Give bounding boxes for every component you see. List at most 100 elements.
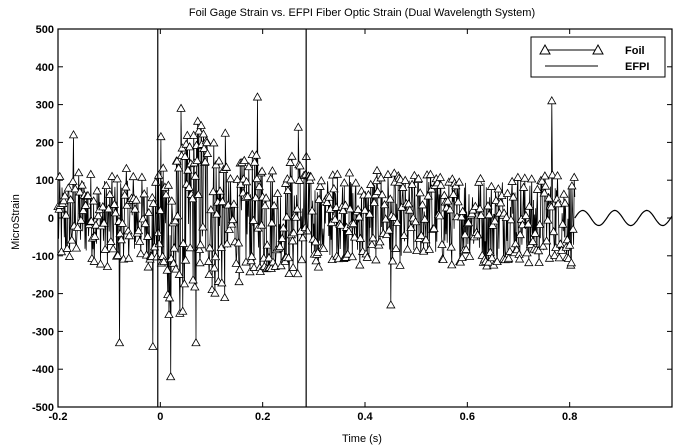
foil-marker xyxy=(105,189,115,198)
foil-marker xyxy=(528,236,538,245)
foil-marker xyxy=(406,222,416,232)
foil-marker xyxy=(566,257,577,267)
foil-marker xyxy=(226,219,237,228)
foil-marker xyxy=(286,175,296,184)
foil-marker xyxy=(400,175,410,184)
foil-marker xyxy=(355,260,365,269)
foil-marker xyxy=(476,210,486,219)
foil-marker xyxy=(339,178,349,187)
foil-marker xyxy=(196,120,206,129)
foil-marker xyxy=(463,217,474,227)
foil-marker xyxy=(524,257,534,267)
foil-marker xyxy=(285,157,295,166)
foil-marker xyxy=(425,169,436,178)
foil-marker xyxy=(208,186,218,196)
foil-marker xyxy=(228,214,238,224)
foil-marker xyxy=(564,240,575,249)
y-tick-label: -200 xyxy=(32,289,54,301)
foil-marker xyxy=(140,218,151,228)
foil-marker xyxy=(137,172,147,181)
foil-marker xyxy=(495,198,506,207)
foil-marker xyxy=(267,166,278,175)
foil-marker xyxy=(188,130,199,139)
foil-marker xyxy=(98,202,108,211)
foil-marker xyxy=(445,205,455,214)
foil-marker xyxy=(119,190,130,199)
foil-marker xyxy=(313,262,324,271)
foil-marker xyxy=(375,237,385,246)
foil-marker xyxy=(553,199,563,208)
foil-marker xyxy=(403,199,414,208)
foil-marker xyxy=(252,173,262,183)
foil-marker xyxy=(457,206,468,215)
foil-marker xyxy=(283,185,293,194)
foil-marker xyxy=(108,244,118,253)
foil-marker xyxy=(214,156,224,165)
foil-marker xyxy=(180,151,190,160)
y-tick-label: 400 xyxy=(36,62,54,74)
foil-marker xyxy=(78,205,88,214)
foil-marker xyxy=(443,196,453,205)
foil-marker xyxy=(568,224,578,233)
foil-marker xyxy=(360,205,370,214)
foil-marker xyxy=(453,197,463,206)
foil-marker xyxy=(64,251,75,260)
legend: Foil EFPI xyxy=(530,36,666,78)
foil-marker xyxy=(86,216,97,225)
foil-marker xyxy=(409,170,420,179)
foil-marker xyxy=(190,171,201,180)
foil-marker xyxy=(306,172,316,181)
efpi-series xyxy=(157,29,673,407)
foil-marker xyxy=(294,175,305,184)
foil-marker xyxy=(336,220,346,229)
x-tick-label: 0.4 xyxy=(357,411,373,423)
foil-marker xyxy=(540,181,551,190)
foil-marker xyxy=(210,288,220,297)
foil-marker xyxy=(131,195,141,204)
foil-series xyxy=(53,92,579,381)
foil-marker xyxy=(526,174,537,183)
foil-marker xyxy=(423,191,433,200)
foil-marker xyxy=(121,182,131,191)
foil-marker xyxy=(369,197,379,206)
foil-marker xyxy=(532,184,543,193)
foil-marker xyxy=(163,180,174,189)
foil-marker xyxy=(353,204,363,213)
foil-marker xyxy=(172,211,183,220)
foil-marker xyxy=(103,204,114,213)
foil-marker xyxy=(540,171,550,180)
foil-marker xyxy=(222,239,232,248)
foil-marker xyxy=(435,211,445,220)
foil-marker xyxy=(112,174,122,183)
foil-marker xyxy=(372,186,383,195)
foil-marker xyxy=(192,116,203,125)
foil-marker xyxy=(198,129,209,138)
legend-foil-marker-right xyxy=(592,43,604,55)
foil-marker xyxy=(128,171,138,181)
foil-marker xyxy=(245,267,255,276)
foil-marker xyxy=(314,194,324,203)
foil-marker xyxy=(190,282,200,291)
foil-marker xyxy=(133,225,144,235)
y-tick-label: 200 xyxy=(36,137,54,149)
foil-marker xyxy=(362,252,372,261)
foil-marker xyxy=(184,182,194,191)
foil-marker xyxy=(530,228,540,237)
foil-marker xyxy=(416,230,426,239)
foil-marker xyxy=(194,244,205,254)
foil-marker xyxy=(139,189,149,198)
foil-marker xyxy=(110,208,121,217)
foil-marker xyxy=(272,188,283,197)
foil-marker xyxy=(91,220,101,229)
foil-marker xyxy=(60,191,70,200)
foil-marker xyxy=(168,258,179,267)
foil-marker xyxy=(372,165,382,174)
chart-title: Foil Gage Strain vs. EFPI Fiber Optic St… xyxy=(189,7,535,19)
foil-marker xyxy=(332,169,343,178)
foil-marker xyxy=(231,258,241,267)
foil-marker xyxy=(229,199,239,208)
foil-marker xyxy=(194,126,204,135)
x-tick-label: 0 xyxy=(157,411,163,423)
foil-marker xyxy=(106,236,116,245)
foil-marker xyxy=(239,155,249,164)
